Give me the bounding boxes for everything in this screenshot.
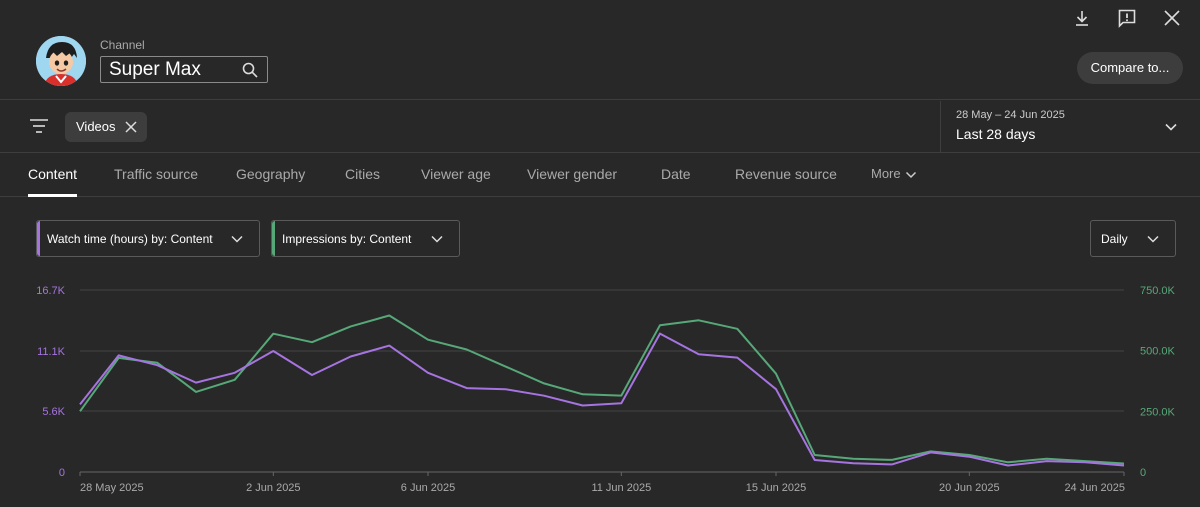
divider [940,101,941,153]
tab-viewer-age[interactable]: Viewer age [421,166,491,182]
x-tick-label: 11 Jun 2025 [591,482,651,494]
x-tick-label: 20 Jun 2025 [939,482,1000,494]
chip-remove-icon[interactable] [124,120,138,134]
filter-bar: Videos 28 May – 24 Jun 2025 Last 28 days [0,101,1200,153]
y-left-tick-label: 16.7K [36,285,65,297]
chevron-down-icon [231,235,243,243]
x-tick-label: 6 Jun 2025 [401,482,455,494]
metric-label: Impressions by: Content [282,232,412,246]
x-tick-label: 15 Jun 2025 [746,482,807,494]
filter-icon[interactable] [30,118,48,134]
date-range[interactable]: 28 May – 24 Jun 2025 [956,109,1065,121]
tab-traffic-source[interactable]: Traffic source [114,166,199,182]
channel-avatar[interactable] [36,36,86,86]
impressions-series-line [79,314,1125,465]
tab-content[interactable]: Content [28,166,78,182]
tab-cities[interactable]: Cities [345,166,381,182]
y-left-tick-label: 11.1K [37,346,66,358]
header: Channel Super Max Compare to... [0,0,1200,100]
y-right-tick-label: 0 [1140,467,1146,479]
report-tabs: Content Traffic source Geography Cities … [0,154,1200,197]
search-icon[interactable] [241,61,259,79]
chevron-down-icon [1147,235,1159,243]
x-tick-label: 2 Jun 2025 [246,482,300,494]
tab-revenue-source[interactable]: Revenue source [735,166,837,182]
granularity-label: Daily [1101,232,1128,246]
y-left-tick-label: 0 [59,467,65,479]
channel-name[interactable]: Super Max [109,59,201,80]
x-tick-label: 24 Jun 2025 [1064,482,1125,494]
close-icon[interactable] [1162,8,1182,28]
tab-date[interactable]: Date [661,166,691,182]
channel-search-field[interactable]: Super Max [100,56,268,83]
line-chart: 0 5.6K 11.1K 16.7K 0 250.0K 500.0K 750.0K 28 M… [36,285,1176,494]
tab-geography[interactable]: Geography [236,166,306,182]
compare-to-button[interactable]: Compare to... [1077,52,1183,84]
y-right-tick-label: 250.0K [1140,406,1176,418]
watch-time-series-line [79,332,1125,467]
videos-filter-chip[interactable]: Videos [65,112,147,142]
watch-time-metric-dropdown[interactable]: Watch time (hours) by: Content [36,220,260,257]
feedback-icon[interactable] [1117,8,1137,28]
tab-viewer-gender[interactable]: Viewer gender [527,166,618,182]
chevron-down-icon[interactable] [905,169,917,181]
tab-more[interactable]: More [871,166,901,181]
date-period[interactable]: Last 28 days [956,126,1036,142]
chevron-down-icon [431,235,443,243]
active-tab-indicator [28,194,77,197]
x-tick-label: 28 May 2025 [80,482,144,494]
metric-label: Watch time (hours) by: Content [47,232,213,246]
y-left-tick-label: 5.6K [42,406,65,418]
chevron-down-icon[interactable] [1164,120,1178,134]
download-icon[interactable] [1072,8,1092,28]
channel-caption: Channel [100,38,145,52]
granularity-dropdown[interactable]: Daily [1090,220,1176,257]
y-right-tick-label: 500.0K [1140,346,1176,358]
impressions-metric-dropdown[interactable]: Impressions by: Content [271,220,460,257]
chip-label: Videos [76,119,116,134]
y-right-tick-label: 750.0K [1140,285,1176,297]
series-color-marker [37,221,40,256]
series-color-marker [272,221,275,256]
